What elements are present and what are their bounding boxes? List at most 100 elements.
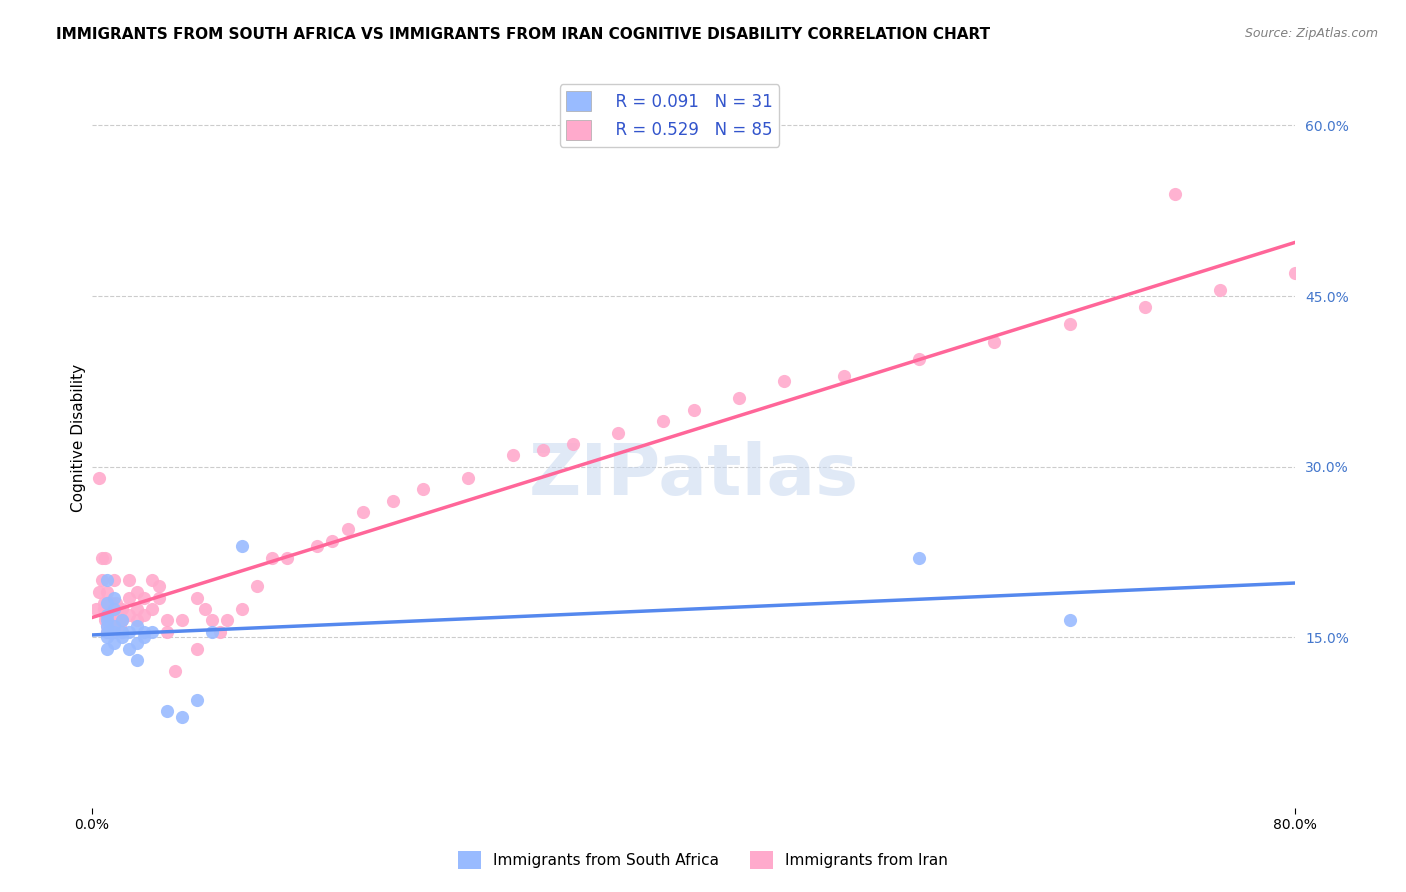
Point (96, 624, 118, 639)
Point (276, 550, 298, 565)
Point (321, 533, 343, 548)
Point (134, 631, 156, 645)
Point (217, 613, 239, 627)
Point (148, 579, 170, 593)
Point (96, 624, 118, 639)
Point (104, 596, 127, 610)
Point (208, 624, 231, 639)
Point (111, 624, 134, 639)
Point (84, 602, 107, 616)
Point (1164, 186, 1187, 201)
Point (96, 619, 118, 633)
Point (231, 539, 253, 553)
Point (94, 613, 117, 627)
Point (141, 624, 163, 639)
Point (118, 591, 141, 605)
Text: ZIPatlas: ZIPatlas (529, 441, 859, 509)
Point (103, 602, 125, 616)
Point (103, 624, 125, 639)
Point (170, 710, 193, 724)
Legend:   R = 0.091   N = 31,   R = 0.529   N = 85: R = 0.091 N = 31, R = 0.529 N = 85 (560, 84, 779, 146)
Point (148, 591, 170, 605)
Point (103, 636, 125, 650)
Point (96, 607, 118, 622)
Point (91, 550, 114, 565)
Point (134, 591, 156, 605)
Point (111, 613, 134, 627)
Point (108, 602, 131, 616)
Point (125, 619, 148, 633)
Point (1133, 301, 1156, 315)
Y-axis label: Cognitive Disability: Cognitive Disability (72, 364, 86, 512)
Point (93, 602, 115, 616)
Point (100, 596, 122, 610)
Point (562, 437, 585, 451)
Point (118, 624, 141, 639)
Point (141, 602, 163, 616)
Point (531, 442, 554, 457)
Point (94, 607, 117, 622)
Point (307, 539, 329, 553)
Point (94, 550, 117, 565)
Point (727, 392, 749, 406)
Point (96, 584, 118, 599)
Point (125, 602, 148, 616)
Point (186, 591, 208, 605)
Point (96, 613, 118, 627)
Point (105, 607, 128, 622)
Point (1315, 255, 1337, 269)
Point (908, 550, 931, 565)
Point (111, 631, 134, 645)
Point (201, 624, 224, 639)
Point (100, 619, 122, 633)
Point (381, 493, 404, 508)
Point (134, 624, 156, 639)
Point (104, 613, 127, 627)
Point (103, 591, 125, 605)
Point (141, 574, 163, 588)
Point (96, 596, 118, 610)
Point (103, 602, 125, 616)
Point (96, 607, 118, 622)
Point (97, 596, 120, 610)
Point (652, 414, 675, 428)
Point (908, 351, 931, 366)
Point (186, 693, 208, 707)
Legend: Immigrants from South Africa, Immigrants from Iran: Immigrants from South Africa, Immigrants… (453, 845, 953, 875)
Point (93, 596, 115, 610)
Text: IMMIGRANTS FROM SOUTH AFRICA VS IMMIGRANTS FROM IRAN COGNITIVE DISABILITY CORREL: IMMIGRANTS FROM SOUTH AFRICA VS IMMIGRAN… (56, 27, 990, 42)
Point (110, 619, 132, 633)
Point (457, 471, 479, 485)
Point (89, 584, 111, 599)
Point (96, 574, 118, 588)
Point (134, 607, 156, 622)
Point (832, 368, 855, 383)
Point (118, 641, 141, 656)
Point (156, 613, 179, 627)
Point (412, 483, 434, 497)
Point (96, 596, 118, 610)
Point (1059, 613, 1081, 627)
Point (1360, 232, 1382, 246)
Point (89, 471, 111, 485)
Point (125, 613, 148, 627)
Point (96, 641, 118, 656)
Point (97, 624, 120, 639)
Point (111, 613, 134, 627)
Point (1284, 266, 1306, 280)
Point (111, 624, 134, 639)
Point (103, 619, 125, 633)
Point (352, 505, 374, 519)
Point (98, 607, 121, 622)
Point (156, 704, 179, 718)
Point (111, 602, 134, 616)
Point (156, 624, 179, 639)
Point (1405, 210, 1406, 224)
Point (1059, 318, 1081, 332)
Point (772, 375, 794, 389)
Point (607, 425, 630, 440)
Point (118, 607, 141, 622)
Point (246, 579, 269, 593)
Point (98, 624, 121, 639)
Point (983, 334, 1005, 349)
